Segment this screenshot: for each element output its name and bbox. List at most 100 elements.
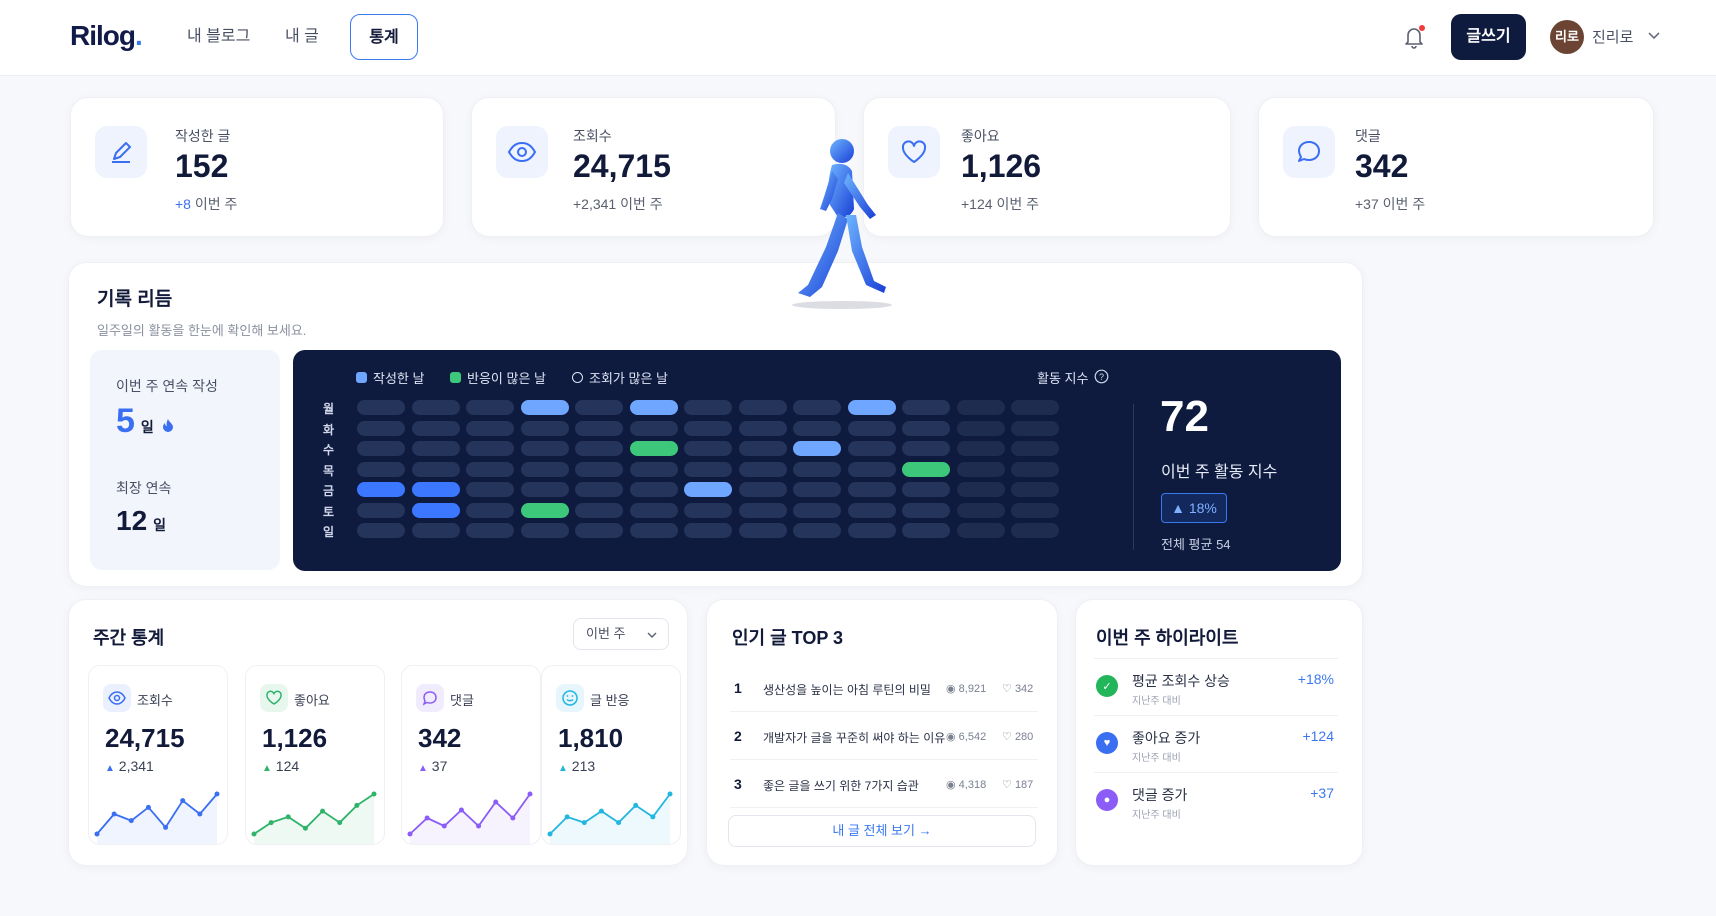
logo[interactable]: Rilog.	[70, 20, 143, 52]
heatmap-cell[interactable]	[575, 441, 623, 456]
heatmap-cell[interactable]	[847, 502, 896, 518]
heatmap-cell[interactable]	[466, 523, 514, 538]
heatmap-cell[interactable]	[1011, 502, 1059, 518]
heatmap-cell[interactable]	[1011, 461, 1059, 477]
heatmap-cell[interactable]	[575, 502, 623, 518]
heatmap-cell[interactable]	[629, 482, 678, 497]
heatmap-cell[interactable]	[738, 400, 787, 415]
heatmap-cell[interactable]	[847, 482, 896, 497]
heatmap-cell[interactable]	[684, 420, 732, 436]
heatmap-cell[interactable]	[357, 502, 405, 518]
heatmap-cell[interactable]	[956, 400, 1005, 415]
heatmap-cell[interactable]	[793, 441, 841, 456]
heatmap-cell[interactable]	[520, 502, 569, 518]
heatmap-cell[interactable]	[411, 441, 460, 456]
heatmap-cell[interactable]	[738, 482, 787, 497]
heatmap-cell[interactable]	[1011, 482, 1059, 497]
write-button[interactable]: 글쓰기	[1451, 14, 1526, 60]
top-post-row[interactable]: 2 개발자가 글을 꾸준히 써야 하는 이유 ◉ 6,542 ♡ 280	[730, 712, 1038, 760]
heatmap-cell[interactable]	[902, 502, 950, 518]
heatmap-cell[interactable]	[902, 523, 950, 538]
heatmap-cell[interactable]	[466, 441, 514, 456]
heatmap-cell[interactable]	[956, 461, 1005, 477]
heatmap-cell[interactable]	[956, 420, 1005, 436]
heatmap-cell[interactable]	[357, 461, 405, 477]
nav-my-posts[interactable]: 내 글	[285, 28, 319, 45]
heatmap-cell[interactable]	[684, 441, 732, 456]
heatmap-cell[interactable]	[575, 400, 623, 415]
heatmap-cell[interactable]	[357, 420, 405, 436]
period-select[interactable]: 이번 주	[573, 618, 669, 650]
heatmap-cell[interactable]	[520, 441, 569, 456]
heatmap-cell[interactable]	[684, 482, 732, 497]
heatmap-cell[interactable]	[684, 461, 732, 477]
heatmap-cell[interactable]	[738, 441, 787, 456]
heatmap-cell[interactable]	[629, 420, 678, 436]
heatmap-cell[interactable]	[738, 523, 787, 538]
heatmap-cell[interactable]	[629, 461, 678, 477]
heatmap-cell[interactable]	[956, 523, 1005, 538]
heatmap-cell[interactable]	[847, 441, 896, 456]
heatmap-cell[interactable]	[357, 400, 405, 415]
heatmap-cell[interactable]	[902, 420, 950, 436]
heatmap-cell[interactable]	[575, 482, 623, 497]
heatmap-cell[interactable]	[738, 461, 787, 477]
heatmap-cell[interactable]	[738, 420, 787, 436]
top-post-row[interactable]: 3 좋은 글을 쓰기 위한 7가지 습관 ◉ 4,318 ♡ 187	[730, 760, 1038, 808]
heatmap-cell[interactable]	[1011, 400, 1059, 415]
heatmap-cell[interactable]	[629, 502, 678, 518]
heatmap-cell[interactable]	[629, 441, 678, 456]
heatmap-cell[interactable]	[1011, 441, 1059, 456]
heatmap-cell[interactable]	[793, 461, 841, 477]
heatmap-cell[interactable]	[956, 441, 1005, 456]
heatmap-cell[interactable]	[575, 420, 623, 436]
avatar[interactable]: 리로	[1550, 20, 1584, 54]
heatmap-cell[interactable]	[738, 502, 787, 518]
heatmap-cell[interactable]	[357, 523, 405, 538]
heatmap-cell[interactable]	[956, 482, 1005, 497]
heatmap-cell[interactable]	[520, 482, 569, 497]
view-all-posts-button[interactable]: 내 글 전체 보기 →	[728, 815, 1036, 847]
heatmap-cell[interactable]	[520, 461, 569, 477]
heatmap-cell[interactable]	[1011, 420, 1059, 436]
heatmap-cell[interactable]	[956, 502, 1005, 518]
heatmap-cell[interactable]	[466, 400, 514, 415]
heatmap-cell[interactable]	[575, 523, 623, 538]
heatmap-cell[interactable]	[902, 482, 950, 497]
heatmap-cell[interactable]	[793, 482, 841, 497]
heatmap-cell[interactable]	[411, 420, 460, 436]
heatmap-cell[interactable]	[847, 420, 896, 436]
heatmap-cell[interactable]	[1011, 523, 1059, 538]
heatmap-cell[interactable]	[793, 400, 841, 415]
heatmap-cell[interactable]	[684, 523, 732, 538]
heatmap-cell[interactable]	[466, 461, 514, 477]
heatmap-cell[interactable]	[411, 482, 460, 497]
user-name[interactable]: 진리로	[1592, 29, 1634, 46]
heatmap-cell[interactable]	[902, 400, 950, 415]
heatmap-cell[interactable]	[411, 400, 460, 415]
heatmap-cell[interactable]	[847, 400, 896, 415]
heatmap-cell[interactable]	[902, 461, 950, 477]
heatmap-cell[interactable]	[793, 420, 841, 436]
heatmap-cell[interactable]	[411, 461, 460, 477]
heatmap-cell[interactable]	[466, 502, 514, 518]
help-icon[interactable]: ?	[1094, 369, 1109, 387]
heatmap-cell[interactable]	[520, 420, 569, 436]
nav-stats[interactable]: 통계	[350, 14, 418, 60]
heatmap-cell[interactable]	[793, 523, 841, 538]
heatmap-cell[interactable]	[575, 461, 623, 477]
heatmap-cell[interactable]	[411, 523, 460, 538]
heatmap-cell[interactable]	[520, 523, 569, 538]
nav-my-blog[interactable]: 내 블로그	[187, 28, 251, 45]
heatmap-cell[interactable]	[357, 441, 405, 456]
heatmap-cell[interactable]	[629, 523, 678, 538]
heatmap-cell[interactable]	[411, 502, 460, 518]
notification-bell-icon[interactable]	[1402, 24, 1426, 50]
heatmap-cell[interactable]	[684, 502, 732, 518]
heatmap-cell[interactable]	[847, 523, 896, 538]
heatmap-cell[interactable]	[466, 420, 514, 436]
heatmap-cell[interactable]	[684, 400, 732, 415]
heatmap-cell[interactable]	[629, 400, 678, 415]
heatmap-cell[interactable]	[793, 502, 841, 518]
top-post-row[interactable]: 1 생산성을 높이는 아침 루틴의 비밀 ◉ 8,921 ♡ 342	[730, 664, 1038, 712]
